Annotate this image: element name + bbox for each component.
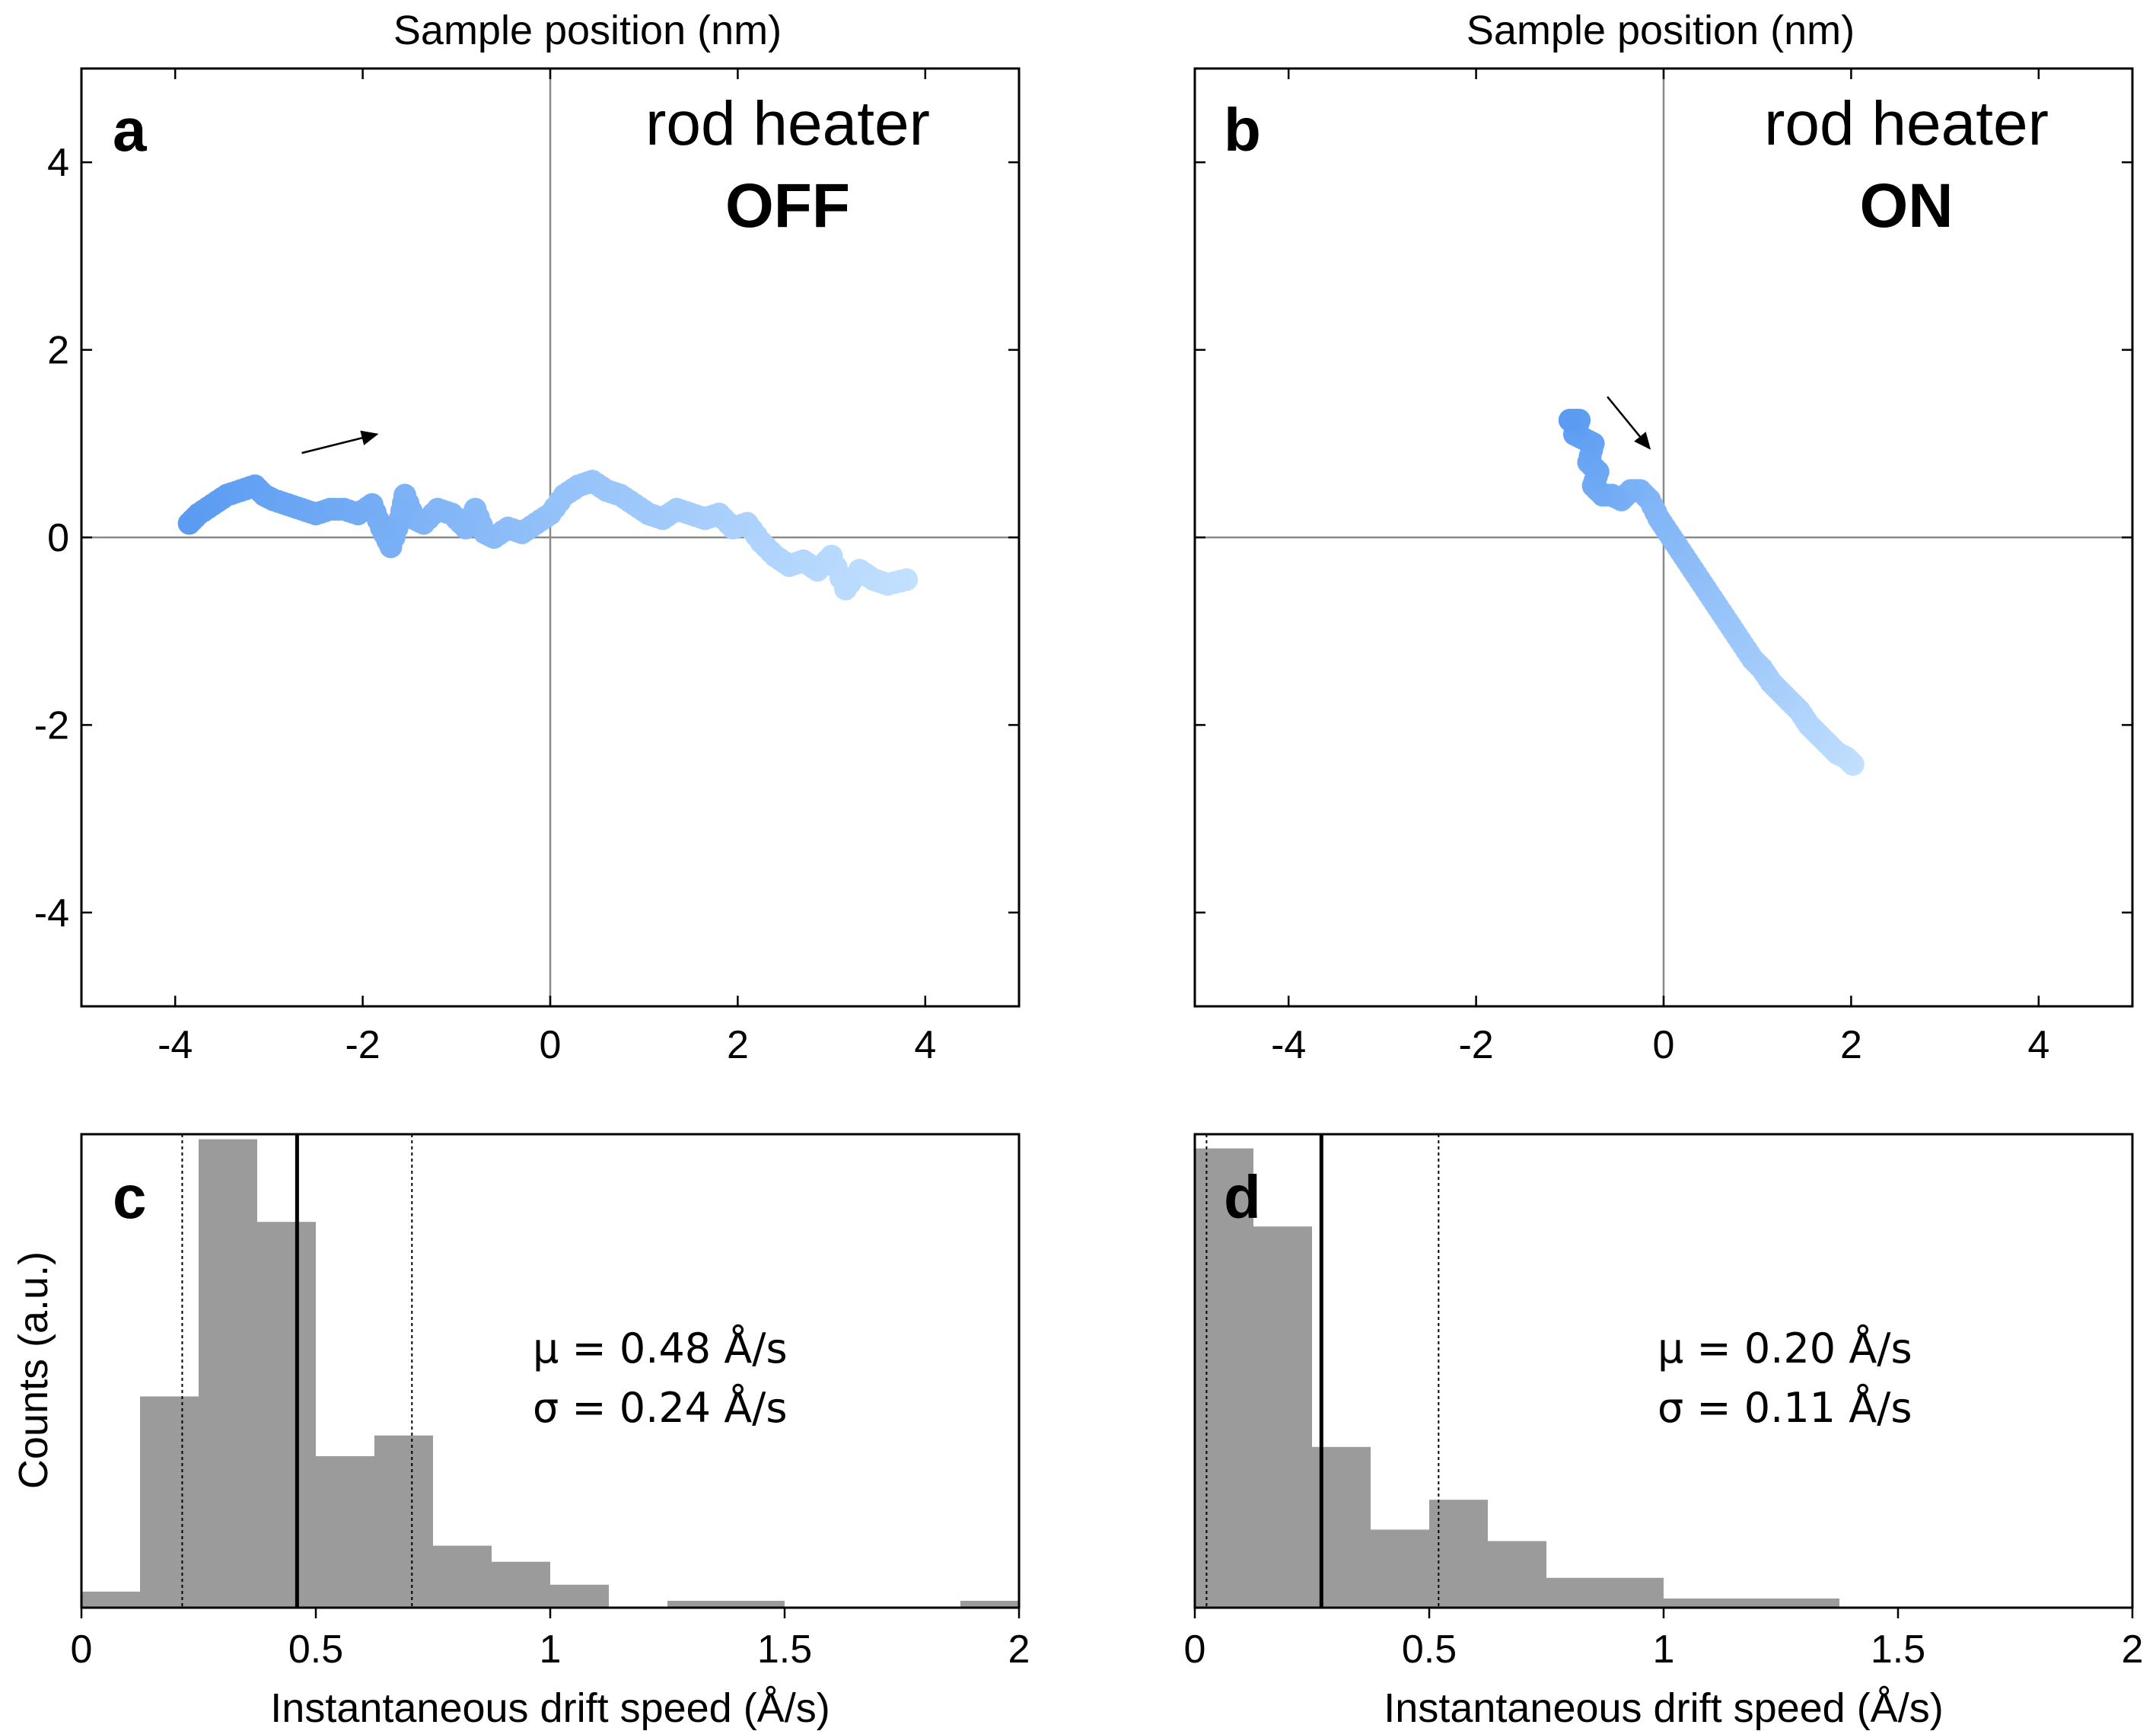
panel-b-ticks: -4 -2 0 2 4 (1195, 69, 2132, 1067)
panel-a-top-axis-title: Sample position (nm) (393, 8, 782, 53)
c-histogram-bar (257, 1222, 316, 1608)
panel-a: Sample position (nm) -4 -2 0 2 4 -4 -2 0 2 4 a ro… (34, 8, 1021, 1067)
d-histogram-bar (1253, 1226, 1312, 1608)
b-xtick-label: 0 (1653, 1023, 1675, 1067)
panel-d-marks (1195, 1134, 1839, 1608)
c-xtick-label: 0 (71, 1627, 93, 1672)
c-histogram-bar (316, 1455, 374, 1608)
a-xtick-label: -2 (345, 1023, 380, 1067)
a-trajectory-point (177, 512, 201, 535)
d-xtick-label: 0.5 (1402, 1627, 1457, 1672)
panel-d-letter: d (1224, 1163, 1261, 1231)
a-ytick-label: -2 (34, 703, 69, 748)
d-histogram-bar (1429, 1500, 1488, 1608)
c-histogram-bar (492, 1561, 550, 1608)
panel-c-letter: c (113, 1163, 147, 1231)
d-histogram-bar (1722, 1598, 1781, 1608)
a-ytick-label: 2 (47, 329, 69, 373)
panel-d-xlabel: Instantaneous drift speed (Å/s) (1384, 1685, 1943, 1731)
a-xtick-label: -4 (158, 1023, 193, 1067)
panel-d-ticks: 0 0.5 1 1.5 2 (1184, 1608, 2144, 1672)
a-xtick-label: 2 (727, 1023, 749, 1067)
panel-a-heater-state: OFF (725, 171, 850, 241)
d-histogram-bar (1195, 1148, 1253, 1608)
c-histogram-bar (726, 1600, 785, 1608)
c-xtick-label: 1.5 (757, 1627, 812, 1672)
d-histogram-bar (1664, 1598, 1722, 1608)
c-histogram-bar (960, 1600, 1019, 1608)
panel-c-ticks: 0 0.5 1 1.5 2 (71, 1608, 1030, 1672)
c-xtick-label: 0.5 (288, 1627, 343, 1672)
d-histogram-bar (1605, 1577, 1664, 1608)
d-xtick-label: 0 (1184, 1627, 1206, 1672)
b-xtick-label: 2 (1840, 1023, 1862, 1067)
c-xtick-label: 2 (1008, 1627, 1030, 1672)
d-histogram-bar (1546, 1577, 1605, 1608)
a-xtick-label: 4 (914, 1023, 936, 1067)
shared-ylabel: Counts (a.u.) (11, 1251, 56, 1489)
b-trajectory-point (1558, 409, 1581, 432)
a-xtick-label: 0 (540, 1023, 562, 1067)
c-xtick-label: 1 (540, 1627, 562, 1672)
panel-c-mu-text: μ = 0.48 Å/s (533, 1324, 788, 1372)
panel-c-xlabel: Instantaneous drift speed (Å/s) (270, 1685, 830, 1731)
b-direction-arrow (1607, 396, 1651, 450)
a-ytick-label: -4 (34, 891, 69, 936)
b-xtick-label: 4 (2027, 1023, 2049, 1067)
panel-b-heater-label: rod heater (1764, 89, 2049, 158)
panel-d-mu-text: μ = 0.20 Å/s (1658, 1324, 1912, 1372)
d-histogram-bar (1781, 1598, 1839, 1608)
b-xtick-label: -2 (1458, 1023, 1493, 1067)
panel-b-top-axis-title: Sample position (nm) (1467, 8, 1855, 53)
panel-b-heater-state: ON (1860, 171, 1954, 241)
panel-a-heater-label: rod heater (645, 89, 930, 158)
c-histogram-bar (550, 1584, 609, 1608)
a-ytick-label: 0 (47, 516, 69, 560)
c-histogram-bar (667, 1600, 726, 1608)
d-xtick-label: 1 (1653, 1627, 1675, 1672)
d-xtick-label: 1.5 (1871, 1627, 1925, 1672)
d-histogram-bar (1488, 1541, 1546, 1608)
panel-b-letter: b (1224, 96, 1261, 164)
b-xtick-label: -4 (1271, 1023, 1306, 1067)
d-xtick-label: 2 (2122, 1627, 2144, 1672)
a-ytick-label: 4 (47, 141, 69, 185)
panel-d: 0 0.5 1 1.5 2 d μ = 0.20 Å/s σ = 0.11 Å/s In… (1184, 1133, 2144, 1731)
panel-a-ticks: -4 -2 0 2 4 -4 -2 0 2 4 (34, 69, 1019, 1067)
panel-d-sigma-text: σ = 0.11 Å/s (1658, 1383, 1912, 1432)
panel-b-marks (1195, 69, 2132, 1006)
panel-b: Sample position (nm) -4 -2 0 2 4 b rod heate… (1193, 8, 2134, 1067)
a-direction-arrow (301, 430, 379, 454)
c-histogram-bar (140, 1396, 199, 1608)
panel-a-marks (81, 69, 1019, 1006)
c-histogram-bar (199, 1139, 257, 1608)
panel-c: 0 0.5 1 1.5 2 c μ = 0.48 Å/s σ = 0.24 Å/s In… (71, 1133, 1030, 1731)
c-histogram-bar (81, 1591, 140, 1608)
panel-c-sigma-text: σ = 0.24 Å/s (533, 1383, 787, 1432)
c-histogram-bar (374, 1435, 433, 1608)
d-histogram-bar (1371, 1529, 1429, 1608)
panel-c-marks (81, 1134, 1019, 1608)
panel-a-letter: a (113, 96, 147, 164)
c-histogram-bar (433, 1545, 492, 1608)
